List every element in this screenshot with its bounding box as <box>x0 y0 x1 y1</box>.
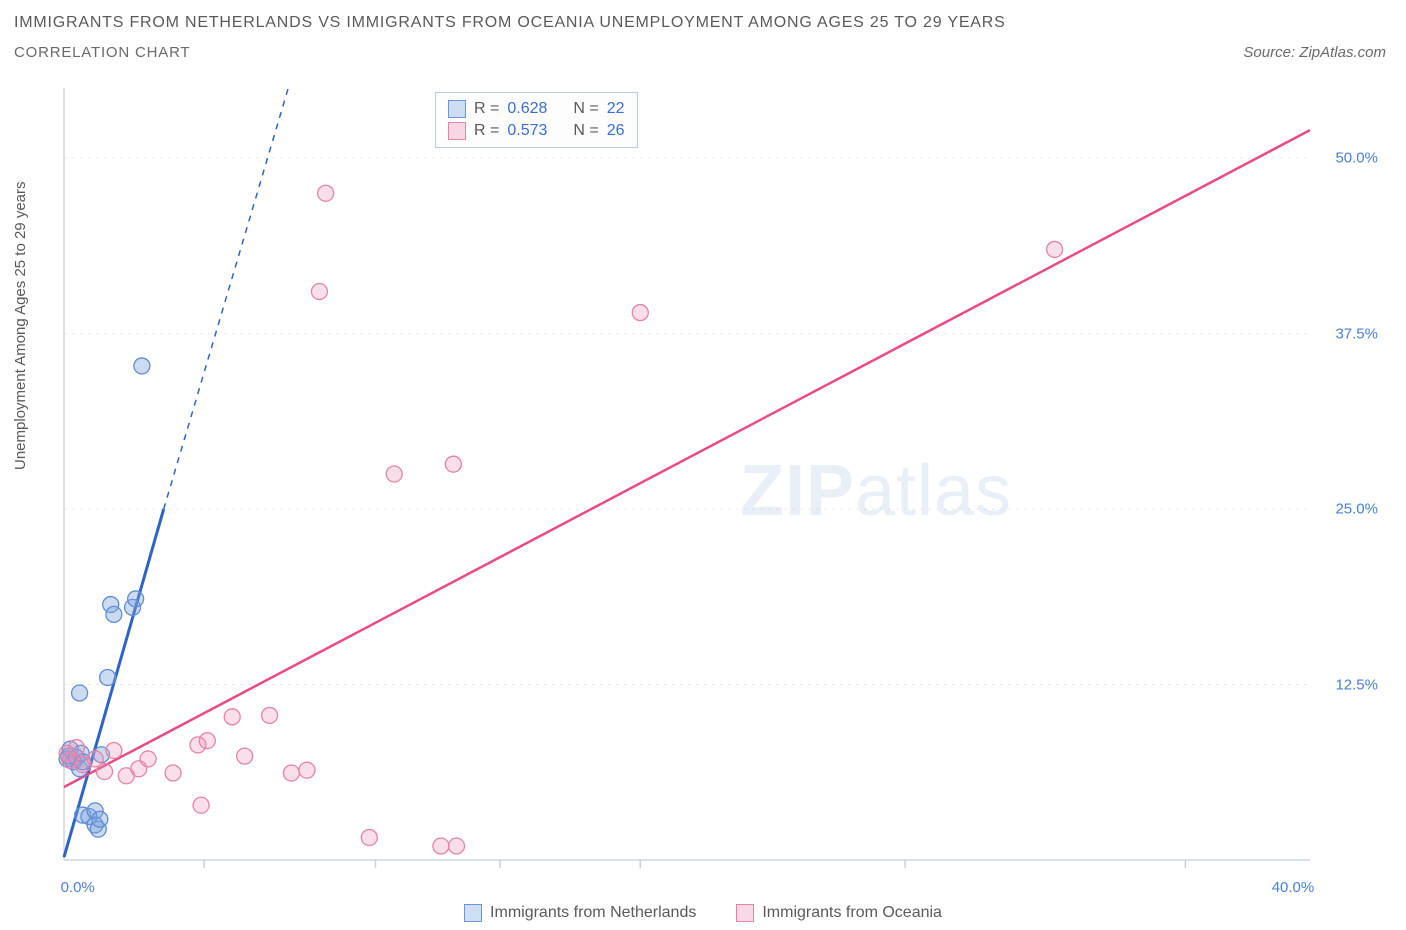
legend-item-oceania: Immigrants from Oceania <box>736 904 942 922</box>
chart-title: IMMIGRANTS FROM NETHERLANDS VS IMMIGRANT… <box>14 14 1006 32</box>
watermark: ZIPatlas <box>740 450 1012 532</box>
swatch-blue-icon <box>464 904 482 922</box>
scatter-chart-svg <box>48 80 1378 870</box>
plot-frame: 12.5%25.0%37.5%50.0% 0.0%40.0% <box>48 80 1378 870</box>
n-label: N = <box>573 122 598 140</box>
r-value: 0.573 <box>507 122 547 140</box>
legend-label: Immigrants from Netherlands <box>490 904 696 922</box>
source-name: ZipAtlas.com <box>1299 44 1386 61</box>
legend-label: Immigrants from Oceania <box>762 904 942 922</box>
y-tick-label: 37.5% <box>1335 325 1378 342</box>
stats-legend-box: R = 0.628 N = 22 R = 0.573 N = 26 <box>435 92 638 148</box>
stats-row-netherlands: R = 0.628 N = 22 <box>448 98 625 120</box>
stats-row-oceania: R = 0.573 N = 26 <box>448 120 625 142</box>
chart-container: IMMIGRANTS FROM NETHERLANDS VS IMMIGRANT… <box>0 0 1406 930</box>
n-label: N = <box>573 100 598 118</box>
r-value: 0.628 <box>507 100 547 118</box>
y-tick-label: 12.5% <box>1335 676 1378 693</box>
r-label: R = <box>474 100 499 118</box>
y-tick-label: 50.0% <box>1335 150 1378 167</box>
n-value: 26 <box>607 122 625 140</box>
swatch-pink-icon <box>448 122 466 140</box>
swatch-blue-icon <box>448 100 466 118</box>
r-label: R = <box>474 122 499 140</box>
n-value: 22 <box>607 100 625 118</box>
watermark-bold: ZIP <box>740 451 855 531</box>
source-prefix: Source: <box>1243 44 1299 61</box>
swatch-pink-icon <box>736 904 754 922</box>
y-axis-label: Unemployment Among Ages 25 to 29 years <box>12 181 29 470</box>
bottom-legend: Immigrants from Netherlands Immigrants f… <box>0 904 1406 922</box>
x-tick-label: 0.0% <box>61 879 95 896</box>
y-tick-label: 25.0% <box>1335 501 1378 518</box>
x-tick-label: 40.0% <box>1272 879 1315 896</box>
legend-item-netherlands: Immigrants from Netherlands <box>464 904 696 922</box>
watermark-thin: atlas <box>855 451 1012 531</box>
chart-source: Source: ZipAtlas.com <box>1243 44 1386 61</box>
chart-subtitle: CORRELATION CHART <box>14 44 190 61</box>
